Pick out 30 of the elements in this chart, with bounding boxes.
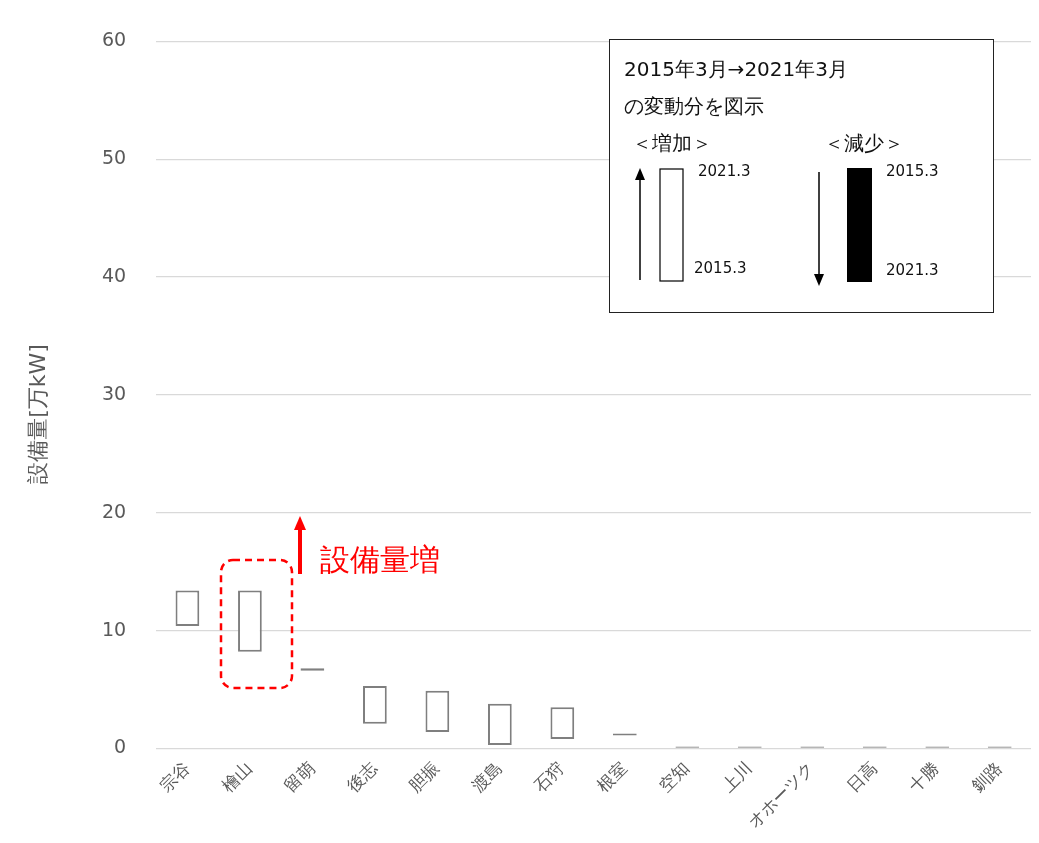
y-tick-label: 60 xyxy=(101,28,127,51)
y-tick-label: 50 xyxy=(101,146,127,169)
x-tick-label: 十勝 xyxy=(905,757,944,796)
x-tick-label: 上川 xyxy=(717,757,756,796)
y-tick-label: 10 xyxy=(101,617,127,640)
y-tick-label: 30 xyxy=(101,381,127,404)
x-tick-label: 檜山 xyxy=(217,757,256,796)
x-tick-label: 渡島 xyxy=(467,757,506,796)
x-tick-label: 日高 xyxy=(842,757,881,796)
y-tick-label: 40 xyxy=(101,264,127,287)
annotation: ＜減少＞ xyxy=(824,130,904,157)
x-tick-label: 空知 xyxy=(655,757,694,796)
y-tick-label: 20 xyxy=(101,499,127,522)
y-axis-title: 設備量[万kW] xyxy=(24,344,51,484)
x-tick-label: 釧路 xyxy=(967,757,1006,796)
annotation: 2015.3 xyxy=(886,162,939,180)
x-tick-label: 根室 xyxy=(592,757,631,796)
x-tick-label: 留萌 xyxy=(280,757,319,796)
annotation: 2021.3 xyxy=(886,261,939,279)
annotation: 2021.3 xyxy=(698,162,751,180)
x-tick-label: 石狩 xyxy=(530,757,569,796)
x-tick-label: 胆振 xyxy=(405,757,444,796)
y-tick-label: 0 xyxy=(114,735,127,758)
x-tick-label: 後志 xyxy=(342,757,381,796)
annotation: の変動分を図示 xyxy=(624,93,764,120)
annotation: 2015.3 xyxy=(694,259,747,277)
annotation: 2015年3月→2021年3月 xyxy=(624,56,849,83)
annotation: ＜増加＞ xyxy=(632,130,712,157)
annotation: 設備量増 xyxy=(320,541,440,579)
x-tick-label: 宗谷 xyxy=(155,757,194,796)
